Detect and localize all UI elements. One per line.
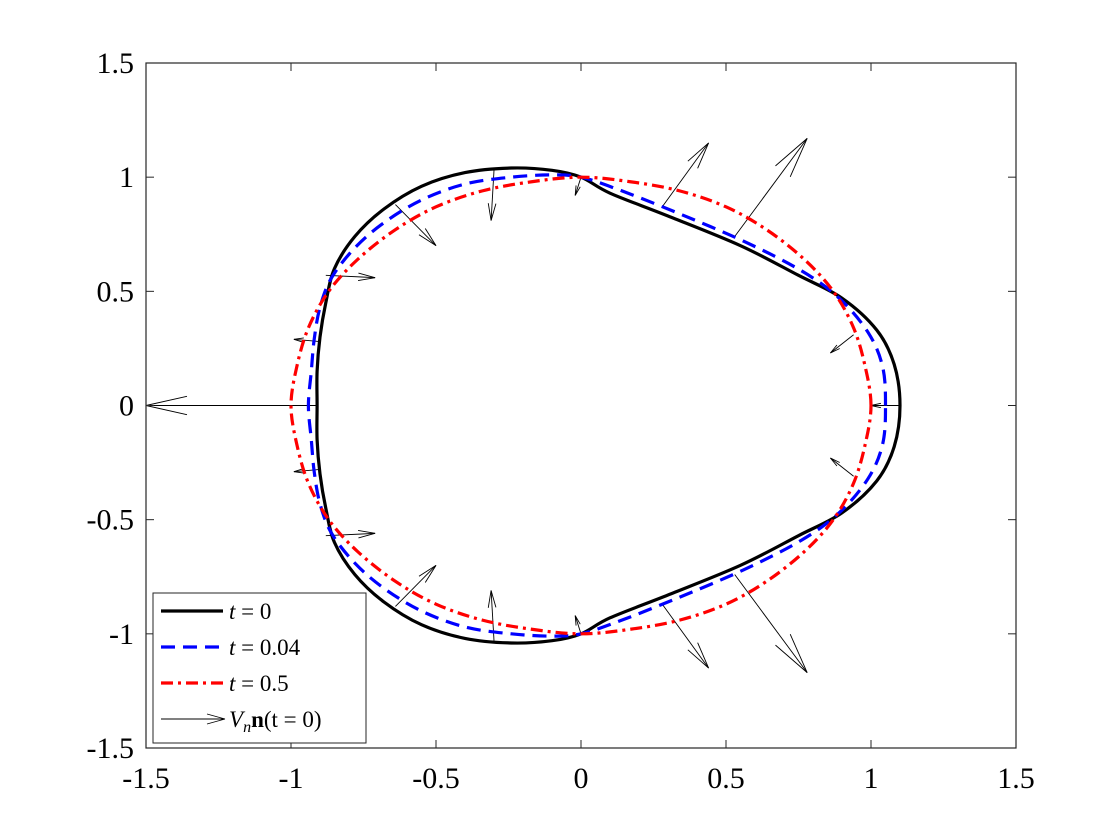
legend-label: Vnn(t = 0) [229,707,322,736]
legend-entry-3: Vnn(t = 0) [161,707,322,736]
normal-vector-arrow [734,138,808,237]
legend-entry-2: t = 0.5 [161,671,289,696]
y-tick-label: 1.5 [97,47,135,80]
normal-vector-arrow [574,177,582,196]
normal-vector-arrow [395,564,437,607]
normal-vector-arrow [734,574,808,673]
normal-vector-arrow [661,142,710,208]
normal-vector-arrow [661,603,710,669]
legend-box [152,592,367,744]
y-tick-label: -1.5 [87,732,135,765]
legend-entry-0: t = 0 [161,599,271,624]
normal-vector-arrow [830,457,854,477]
y-tick-label: 1 [119,161,134,194]
normal-vector-arrow [830,334,854,354]
x-tick-label: 1 [864,762,879,795]
legend-label: t = 0.04 [229,635,301,660]
curve-series-group [289,166,902,645]
series-line-0 [315,166,902,645]
normal-vector-arrow [574,615,582,634]
legend: t = 0 t = 0.04 t = 0.5 Vnn(t = 0) [152,592,367,744]
normal-velocity-vectors [146,138,900,673]
normal-vector-arrow [146,395,318,416]
legend-label: t = 0.5 [229,671,289,696]
x-tick-label: -1 [279,762,304,795]
y-tick-label: 0 [119,390,134,423]
x-tick-label: 1.5 [997,762,1035,795]
y-tick-label: -1 [109,618,134,651]
x-tick-label: 0.5 [707,762,745,795]
y-tick-label: -0.5 [87,504,135,537]
x-tick-label: -1.5 [122,762,170,795]
normal-vector-arrow [395,204,437,247]
legend-entry-1: t = 0.04 [161,635,301,660]
x-tick-label: -0.5 [412,762,460,795]
axis-ticks: -1.5 -1 -0.5 0 0.5 1 1.5 -1.5 -1 -0.5 0 0.5 1 1.5 [87,47,1035,795]
legend-label: t = 0 [229,599,271,624]
series-line-2 [289,175,873,636]
series-line-1 [306,173,888,638]
x-tick-label: 0 [574,762,589,795]
y-tick-label: 0.5 [97,275,135,308]
